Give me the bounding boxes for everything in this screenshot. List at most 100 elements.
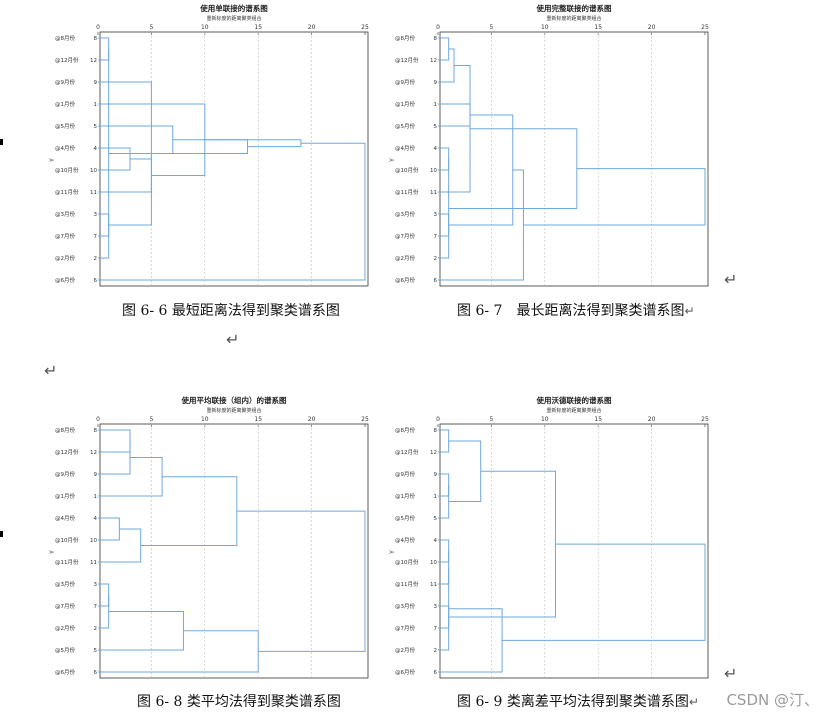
case-number: 1 — [94, 102, 98, 108]
leaf-label: @6月份 — [395, 276, 415, 284]
leaf-label: @4月份 — [395, 536, 415, 544]
dendrogram-link — [98, 158, 152, 193]
plot-frame — [439, 423, 709, 679]
leaf-label: @1月份 — [395, 492, 415, 500]
case-number: 6 — [434, 670, 438, 676]
case-number: 4 — [434, 146, 438, 152]
case-number: 7 — [94, 234, 98, 240]
leaf-label: @8月份 — [55, 34, 75, 42]
chart-subtitle: 重新标度的距离聚类组合 — [546, 407, 601, 414]
leaf-label: @7月份 — [55, 232, 75, 240]
caption-6-9: 图 6- 9 类离差平均法得到聚类谱系图↵ — [457, 694, 699, 710]
dendrogram-link — [98, 630, 259, 673]
case-number: 10 — [430, 560, 437, 566]
x-tick-label: 25 — [701, 24, 709, 31]
margin-mark — [0, 139, 3, 145]
x-tick-label: 25 — [701, 416, 709, 423]
case-number: 4 — [94, 146, 98, 152]
leaf-label: @10月份 — [395, 558, 419, 566]
case-number: 8 — [434, 36, 438, 42]
dendrogram-link — [438, 37, 450, 61]
leaf-label: @9月份 — [55, 78, 75, 86]
x-tick-label: 25 — [361, 24, 369, 31]
leaf-label: @12月份 — [395, 448, 419, 456]
dendrogram-single-linkage: 使用单联接的谱系图 重新标度的距离聚类组合 0 5 10 15 20 25 Y @8月份 8 @12月… — [38, 0, 378, 292]
leaf-label: @4月份 — [55, 144, 75, 152]
case-number: 7 — [94, 604, 98, 610]
leaf-label: @2月份 — [395, 646, 415, 654]
leaf-label: @9月份 — [55, 470, 75, 478]
leaf-label: @1月份 — [55, 492, 75, 500]
x-tick-label: 15 — [594, 24, 602, 31]
case-number: 9 — [94, 80, 98, 86]
margin-mark — [0, 531, 3, 537]
case-number: 3 — [94, 212, 98, 218]
x-tick-label: 10 — [201, 24, 209, 31]
dendrogram-link — [438, 429, 450, 453]
leaf-label: @4月份 — [395, 144, 415, 152]
leaf-label: @1月份 — [55, 100, 75, 108]
x-tick-label: 0 — [436, 24, 440, 31]
x-tick-label: 25 — [361, 416, 369, 423]
leaf-label: @5月份 — [55, 122, 75, 130]
case-number: 5 — [94, 648, 98, 654]
leaf-label: @11月份 — [55, 188, 79, 196]
case-number: 3 — [434, 212, 438, 218]
case-number: 8 — [94, 36, 98, 42]
x-tick-label: 5 — [149, 416, 153, 423]
chart-title: 使用完整联接的谱系图 — [536, 3, 612, 13]
case-number: 5 — [94, 124, 98, 130]
return-mark: ↵ — [44, 361, 58, 380]
leaf-label: @2月份 — [55, 624, 75, 632]
dendrogram-link — [448, 470, 556, 618]
leaf-label: @7月份 — [395, 624, 415, 632]
return-mark: ↵ — [724, 270, 738, 289]
case-number: 12 — [430, 58, 437, 64]
case-number: 5 — [434, 124, 438, 130]
case-number: 11 — [90, 190, 97, 196]
leaf-label: @12月份 — [55, 56, 79, 64]
plot-frame — [99, 423, 369, 679]
dendrogram-link — [98, 595, 110, 629]
chart-subtitle: 重新标度的距离聚类组合 — [206, 407, 261, 414]
chart-title: 使用平均联接（组内）的谱系图 — [181, 395, 287, 405]
leaf-label: @5月份 — [395, 122, 415, 130]
dendrogram-link — [502, 543, 706, 641]
case-number: 12 — [430, 450, 437, 456]
x-tick-label: 10 — [541, 24, 549, 31]
chart-subtitle: 重新标度的距离聚类组合 — [546, 15, 601, 22]
case-number: 11 — [430, 582, 437, 588]
dendrogram-link — [204, 139, 302, 148]
dendrogram-link — [98, 49, 110, 259]
dendrogram-link — [438, 485, 450, 519]
dendrogram-link — [98, 147, 131, 171]
case-number: 10 — [90, 168, 97, 174]
leaf-label: @1月份 — [395, 100, 415, 108]
return-mark: ↵ — [226, 330, 240, 349]
chart-title: 使用沃德联接的谱系图 — [536, 395, 612, 405]
case-number: 6 — [434, 278, 438, 284]
x-tick-label: 0 — [96, 24, 100, 31]
chart-title: 使用单联接的谱系图 — [199, 3, 268, 13]
x-tick-label: 10 — [201, 416, 209, 423]
leaf-label: @3月份 — [395, 602, 415, 610]
dendrogram-link — [236, 510, 366, 652]
case-number: 9 — [434, 472, 438, 478]
leaf-label: @3月份 — [395, 210, 415, 218]
leaf-label: @6月份 — [55, 668, 75, 676]
x-tick-label: 5 — [489, 416, 493, 423]
dendrogram-link — [98, 142, 366, 281]
leaf-label: @10月份 — [395, 166, 419, 174]
case-number: 4 — [94, 516, 98, 522]
case-number: 3 — [94, 582, 98, 588]
y-axis-label: Y — [389, 158, 396, 163]
leaf-label: @11月份 — [395, 580, 419, 588]
case-number: 11 — [90, 560, 97, 566]
leaf-label: @5月份 — [395, 514, 415, 522]
leaf-label: @10月份 — [55, 166, 79, 174]
leaf-label: @12月份 — [395, 56, 419, 64]
caption-6-8: 图 6- 8 类平均法得到聚类谱系图 — [137, 694, 341, 710]
watermark: CSDN @汀、 — [726, 691, 819, 709]
x-tick-label: 5 — [149, 24, 153, 31]
dendrogram-link — [438, 48, 455, 83]
